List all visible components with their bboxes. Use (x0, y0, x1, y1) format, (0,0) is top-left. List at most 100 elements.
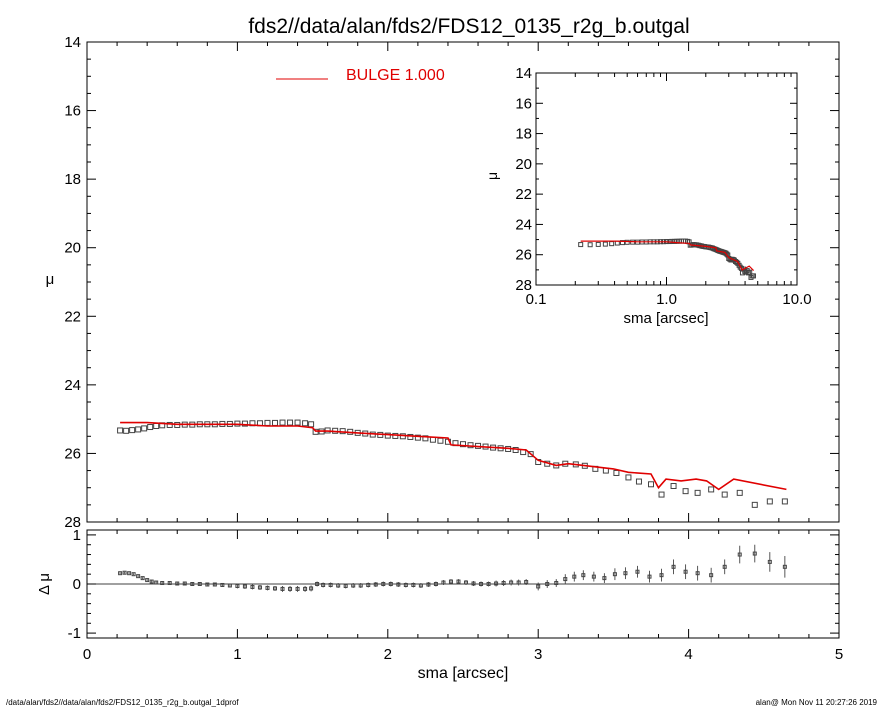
residual-point (182, 581, 187, 586)
inset-x-tick-label: 10.0 (782, 291, 811, 308)
inset-y-axis-label: μ (484, 172, 500, 180)
data-point (279, 419, 286, 426)
residual-point (635, 569, 640, 574)
inset-y-tick-label: 22 (515, 186, 532, 203)
main-panel: 14 16 18 20 22 24 26 28 μ BULGE 1.000 (46, 34, 840, 531)
main-y-tick-label: 14 (64, 34, 81, 51)
data-point (721, 491, 728, 498)
residual-point (343, 583, 348, 588)
residual-x-tick-label: 3 (534, 646, 542, 663)
residual-point (118, 571, 123, 576)
residual-point (315, 582, 320, 586)
data-point (751, 501, 758, 508)
residual-point (358, 583, 363, 588)
residual-point (288, 586, 293, 591)
residual-point (140, 576, 145, 581)
residual-y-tick-label: -1 (68, 625, 81, 642)
main-y-tick-label: 18 (64, 171, 81, 188)
main-y-tick-label: 28 (64, 514, 81, 531)
residual-y-axis-label: Δ μ (36, 573, 53, 595)
residual-x-tick-label: 0 (83, 646, 91, 663)
residual-point (448, 579, 453, 584)
residual-point (381, 582, 386, 586)
inset-y-tick-label: 24 (515, 216, 532, 233)
footer-filepath: /data/alan/fds2//data/alan/fds2/FDS12_01… (6, 698, 239, 707)
residual-point (366, 582, 371, 587)
residual-point (426, 582, 431, 587)
main-y-axis-label: μ (46, 271, 55, 288)
residual-point (145, 578, 150, 583)
bulge-model-line (120, 421, 787, 491)
chart-title: fds2//data/alan/fds2/FDS12_0135_r2g_b.ou… (248, 15, 689, 38)
residual-point (591, 574, 596, 579)
residual-point (486, 582, 491, 586)
data-point (635, 478, 642, 485)
residual-point (265, 585, 270, 590)
residual-point (154, 580, 159, 585)
residual-point (321, 582, 326, 587)
data-point (460, 441, 466, 448)
residual-point (695, 571, 700, 576)
data-point (117, 427, 124, 434)
residual-point (752, 551, 757, 556)
residual-point (782, 564, 787, 569)
residual-point (464, 580, 469, 585)
residual-point (501, 581, 506, 586)
residual-point (516, 580, 521, 585)
residual-point (563, 577, 568, 582)
residual-point (479, 582, 484, 586)
residual-x-tick-label: 4 (684, 646, 692, 663)
data-point (781, 498, 788, 505)
residual-point (280, 586, 285, 591)
inset-data-point (595, 241, 601, 247)
residual-x-tick-label: 2 (384, 646, 392, 663)
residual-point (122, 570, 127, 575)
inset-x-axis-label: sma [arcsec] (623, 310, 708, 327)
inset-x-tick-label: 1.0 (656, 291, 677, 308)
inset-data-point (602, 241, 608, 247)
data-point (658, 491, 665, 498)
data-point (422, 435, 429, 442)
residual-point (257, 585, 262, 590)
data-point (708, 486, 715, 493)
data-point (527, 451, 534, 458)
residual-point (509, 580, 514, 585)
residual-point (581, 573, 586, 578)
residual-point (647, 574, 652, 579)
residual-point (336, 583, 341, 588)
residual-point (433, 582, 438, 586)
data-point (147, 424, 154, 431)
main-y-tick-label: 16 (64, 103, 81, 120)
inset-panel: 0.1 1.0 10.0 14 16 18 20 22 24 26 28 sma [arcsec] μ (484, 65, 812, 327)
data-point (287, 419, 294, 426)
residual-point (722, 564, 727, 569)
residual-y-tick-label: 1 (73, 527, 81, 544)
inset-y-tick-label: 28 (515, 277, 532, 294)
inset-y-tick-label: 26 (515, 247, 532, 264)
residual-point (197, 582, 202, 586)
inset-data-point (745, 270, 751, 276)
residual-point (737, 552, 742, 557)
x-axis-label: sma [arcsec] (418, 665, 509, 682)
residual-point (205, 582, 210, 587)
data-point (648, 481, 654, 488)
residual-point (190, 582, 195, 586)
data-point (308, 421, 315, 428)
footer-timestamp: alan@ Mon Nov 11 20:27:26 2019 (756, 698, 878, 707)
legend-label: BULGE 1.000 (346, 67, 445, 84)
data-point (166, 421, 173, 428)
residual-point (212, 582, 217, 587)
inset-model-line (580, 240, 755, 272)
residual-point (136, 574, 141, 579)
residual-point (388, 582, 393, 586)
residual-point (545, 582, 550, 586)
residual-point (441, 580, 446, 585)
residual-point (309, 586, 314, 591)
data-point (736, 489, 743, 496)
residual-point (328, 582, 333, 587)
residual-point (572, 574, 577, 579)
inset-y-tick-label: 20 (515, 156, 532, 173)
data-point (384, 432, 391, 439)
main-y-tick-label: 22 (64, 308, 81, 325)
